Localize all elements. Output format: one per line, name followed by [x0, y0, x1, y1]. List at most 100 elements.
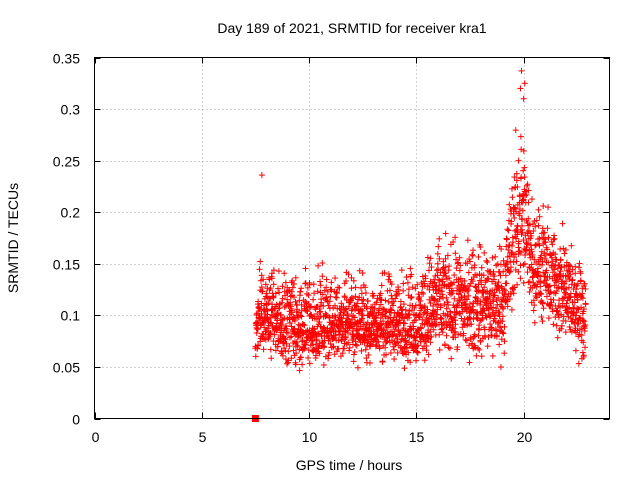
data-point — [253, 319, 260, 326]
data-points — [251, 67, 589, 422]
data-point — [580, 306, 587, 313]
data-point — [268, 275, 275, 282]
data-point — [359, 270, 366, 277]
data-point — [464, 237, 471, 244]
data-point — [355, 331, 362, 338]
x-tick-label: 5 — [199, 429, 207, 445]
data-point — [575, 360, 582, 367]
data-point — [293, 339, 300, 346]
data-point — [567, 271, 574, 278]
axis-ticks: 0 5 10 15 20 0 0.05 0.1 0.15 0.2 0.25 0.3 0.35 — [53, 51, 610, 445]
data-point — [493, 332, 500, 339]
data-point — [409, 284, 416, 291]
data-point — [421, 357, 428, 364]
data-point — [504, 303, 511, 310]
data-point — [373, 299, 380, 306]
data-point — [263, 290, 270, 297]
data-point — [314, 288, 321, 295]
data-point — [501, 338, 508, 345]
data-point — [317, 323, 324, 330]
y-tick-label: 0.25 — [53, 154, 80, 170]
data-point — [427, 339, 434, 346]
data-point — [291, 317, 298, 324]
data-point — [323, 294, 330, 301]
data-point — [362, 289, 369, 296]
data-point — [379, 305, 386, 312]
data-point — [469, 306, 476, 313]
data-point — [441, 341, 448, 348]
data-point — [554, 285, 561, 292]
data-point — [263, 306, 270, 313]
data-point — [436, 235, 443, 242]
data-point — [419, 316, 426, 323]
data-point — [469, 251, 476, 258]
data-point — [292, 361, 299, 368]
data-point — [390, 302, 397, 309]
data-point — [388, 306, 395, 313]
data-point — [520, 95, 527, 102]
data-point — [328, 279, 335, 286]
data-point — [571, 319, 578, 326]
data-point — [434, 250, 441, 257]
data-point — [436, 346, 443, 353]
data-point — [573, 286, 580, 293]
data-point — [472, 344, 479, 351]
data-point — [582, 321, 589, 328]
data-point — [502, 272, 509, 279]
data-point — [399, 306, 406, 313]
data-point — [457, 262, 464, 269]
data-point — [364, 298, 371, 305]
data-point — [425, 316, 432, 323]
data-point — [551, 282, 558, 289]
data-point — [480, 272, 487, 279]
data-point — [255, 342, 262, 349]
data-point — [330, 344, 337, 351]
data-point — [577, 270, 584, 277]
data-point — [380, 327, 387, 334]
data-point — [387, 349, 394, 356]
data-point — [475, 287, 482, 294]
data-point — [316, 350, 323, 357]
data-point — [508, 306, 515, 313]
data-point — [279, 352, 286, 359]
data-point — [388, 292, 395, 299]
data-point — [327, 293, 334, 300]
data-point — [301, 345, 308, 352]
data-point — [350, 351, 357, 358]
data-point — [475, 332, 482, 339]
data-point — [306, 281, 313, 288]
data-point — [562, 272, 569, 279]
y-tick-label: 0.1 — [61, 308, 81, 324]
data-point — [477, 244, 484, 251]
data-point — [541, 229, 548, 236]
data-point — [358, 284, 365, 291]
data-point — [489, 352, 496, 359]
data-point — [549, 269, 556, 276]
data-point — [499, 329, 506, 336]
data-point — [345, 339, 352, 346]
data-point — [478, 277, 485, 284]
data-point — [568, 242, 575, 249]
data-point — [516, 212, 523, 219]
data-point — [573, 309, 580, 316]
data-point — [526, 278, 533, 285]
data-point — [254, 345, 261, 352]
data-point — [553, 322, 560, 329]
data-point — [513, 258, 520, 265]
data-point — [460, 330, 467, 337]
data-point — [579, 295, 586, 302]
data-point — [326, 298, 333, 305]
data-point — [428, 264, 435, 271]
data-point — [511, 214, 518, 221]
data-point — [542, 239, 549, 246]
x-tick-label: 20 — [517, 429, 533, 445]
data-point — [432, 322, 439, 329]
data-point — [520, 147, 527, 154]
data-point — [578, 332, 585, 339]
data-point — [513, 170, 520, 177]
y-axis-label: SRMTID / TECUs — [5, 183, 21, 293]
data-point — [503, 280, 510, 287]
data-point — [579, 290, 586, 297]
data-point — [511, 174, 518, 181]
data-point — [446, 263, 453, 270]
